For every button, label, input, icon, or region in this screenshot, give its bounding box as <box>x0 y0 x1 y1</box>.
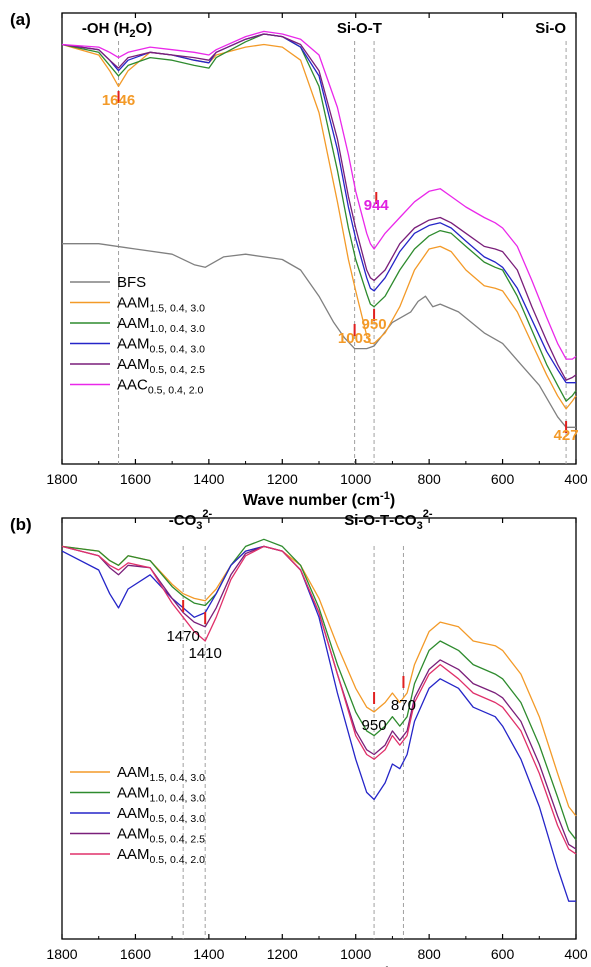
legend-entry-sub: 0.5, 0.4, 3.0 <box>150 344 206 356</box>
series-line-1 <box>61 43 577 410</box>
x-tick-label: 400 <box>564 946 588 962</box>
series-line-4 <box>61 545 577 855</box>
band-label: -CO32- <box>169 508 213 532</box>
band-label-base: Si-O-T <box>344 512 389 529</box>
legend-entry-name: AAM <box>117 764 150 781</box>
series-line-4 <box>61 33 577 381</box>
legend-entry-sub: 0.5, 0.4, 2.5 <box>150 834 206 846</box>
legend-entry: AAM0.5, 0.4, 2.5 <box>117 356 205 376</box>
peak-annotation: 1410 <box>188 645 221 662</box>
band-label-sup: 2- <box>202 508 212 520</box>
peak-annotation: 870 <box>391 697 416 714</box>
legend-entry-sub: 1.5, 0.4, 3.0 <box>150 303 206 315</box>
x-tick-label: 1000 <box>340 471 371 487</box>
x-tick-label: 1000 <box>340 946 371 962</box>
x-tick-label: 1400 <box>193 471 224 487</box>
panel-b: (b) 1800 1600 1400 1200 1000 800 600 400 Wave num… <box>10 508 588 967</box>
band-label-sub: 3 <box>417 520 423 532</box>
peak-annotation: 1646 <box>102 92 135 109</box>
peak-annotation: 950 <box>362 717 387 734</box>
x-tick-label: 800 <box>417 946 441 962</box>
legend-entry: AAM1.5, 0.4, 3.0 <box>117 764 205 784</box>
series-line-5 <box>61 30 577 360</box>
legend-entry: AAM0.5, 0.4, 2.0 <box>117 846 205 866</box>
legend-entry-name: AAM <box>117 356 150 373</box>
peak-annotation: 1003 <box>338 330 371 347</box>
legend-entry-sub: 0.5, 0.4, 3.0 <box>150 813 206 825</box>
legend-entry: AAC0.5, 0.4, 2.0 <box>117 377 203 397</box>
x-tick-label: 1400 <box>193 946 224 962</box>
band-label-sub: 3 <box>196 520 202 532</box>
series-line-2 <box>61 33 577 402</box>
legend-entry: AAM0.5, 0.4, 3.0 <box>117 805 205 825</box>
band-label: -OH (H2O) <box>82 20 152 40</box>
plot-frame <box>61 12 577 465</box>
x-axis-label-sup: -1 <box>380 490 390 502</box>
legend-entry-sub: 0.5, 0.4, 2.5 <box>150 364 206 376</box>
panel-label: (a) <box>10 10 31 29</box>
series-line-3 <box>61 545 577 850</box>
legend-entry: BFS <box>117 274 146 291</box>
x-tick-label: 800 <box>417 471 441 487</box>
legend-entry-sub: 0.5, 0.4, 2.0 <box>150 854 206 866</box>
band-label-base: -CO <box>169 512 197 529</box>
band-label: Si-O-T <box>337 20 382 37</box>
legend-entry: AAM1.0, 0.4, 3.0 <box>117 785 205 805</box>
legend-entry: AAM0.5, 0.4, 3.0 <box>117 336 205 356</box>
x-axis-label: Wave number (cm-1) <box>243 490 395 509</box>
legend-entry-sub: 0.5, 0.4, 2.0 <box>148 385 204 397</box>
peak-annotation: 1470 <box>166 628 199 645</box>
legend-entry-name: AAC <box>117 377 148 394</box>
panel-label: (b) <box>10 515 32 534</box>
band-label-sup: 2- <box>423 508 433 520</box>
band-label-sub: 2 <box>129 28 135 40</box>
x-axis-label-text: Wave number (cm <box>243 492 380 509</box>
legend-entry: AAM0.5, 0.4, 2.5 <box>117 826 205 846</box>
legend-entry-name: AAM <box>117 805 150 822</box>
x-tick-label: 600 <box>491 946 515 962</box>
band-label: Si-O <box>535 20 566 37</box>
band-label-base: Si-O-T <box>337 20 382 37</box>
legend-entry-name: AAM <box>117 295 150 312</box>
panel-a: (a) 1800 1600 1400 1200 1000 800 600 400 Wave num… <box>10 10 588 509</box>
series-line-0 <box>61 545 577 817</box>
band-label-base: Si-O <box>535 20 566 37</box>
x-tick-label: 400 <box>564 471 588 487</box>
legend-entry-sub: 1.5, 0.4, 3.0 <box>150 772 206 784</box>
x-tick-label: 600 <box>491 471 515 487</box>
legend-entry-name: AAM <box>117 826 150 843</box>
x-tick-label: 1600 <box>120 946 151 962</box>
band-label-base: -OH (H <box>82 20 130 37</box>
legend-entry-sub: 1.0, 0.4, 3.0 <box>150 323 206 335</box>
x-axis-label-end: ) <box>390 492 395 509</box>
legend-entry-sub: 1.0, 0.4, 3.0 <box>150 793 206 805</box>
peak-annotation: 427 <box>554 427 579 444</box>
legend-entry: AAM1.5, 0.4, 3.0 <box>117 295 205 315</box>
series-line-1 <box>61 538 577 841</box>
legend-entry-name: AAM <box>117 846 150 863</box>
legend-entry-name: AAM <box>117 785 150 802</box>
x-tick-label: 1200 <box>267 471 298 487</box>
x-tick-label: 1600 <box>120 471 151 487</box>
legend-entry-name: AAM <box>117 336 150 353</box>
x-tick-label: 1800 <box>46 471 77 487</box>
legend-entry-name: BFS <box>117 274 146 291</box>
x-axis-label: Wave number (cm-1) <box>243 965 395 967</box>
x-axis-label-sup: -1 <box>380 965 390 967</box>
band-label: -CO32- <box>389 508 433 532</box>
series-line-0 <box>62 243 576 428</box>
peak-annotation: 944 <box>364 197 390 214</box>
x-tick-label: 1200 <box>267 946 298 962</box>
band-label-tail: O) <box>136 20 153 37</box>
band-label-base: -CO <box>389 512 417 529</box>
band-label: Si-O-T <box>344 512 389 529</box>
peak-annotation: 950 <box>362 316 387 333</box>
legend-entry: AAM1.0, 0.4, 3.0 <box>117 315 205 335</box>
legend-entry-name: AAM <box>117 315 150 332</box>
x-tick-label: 1800 <box>46 946 77 962</box>
